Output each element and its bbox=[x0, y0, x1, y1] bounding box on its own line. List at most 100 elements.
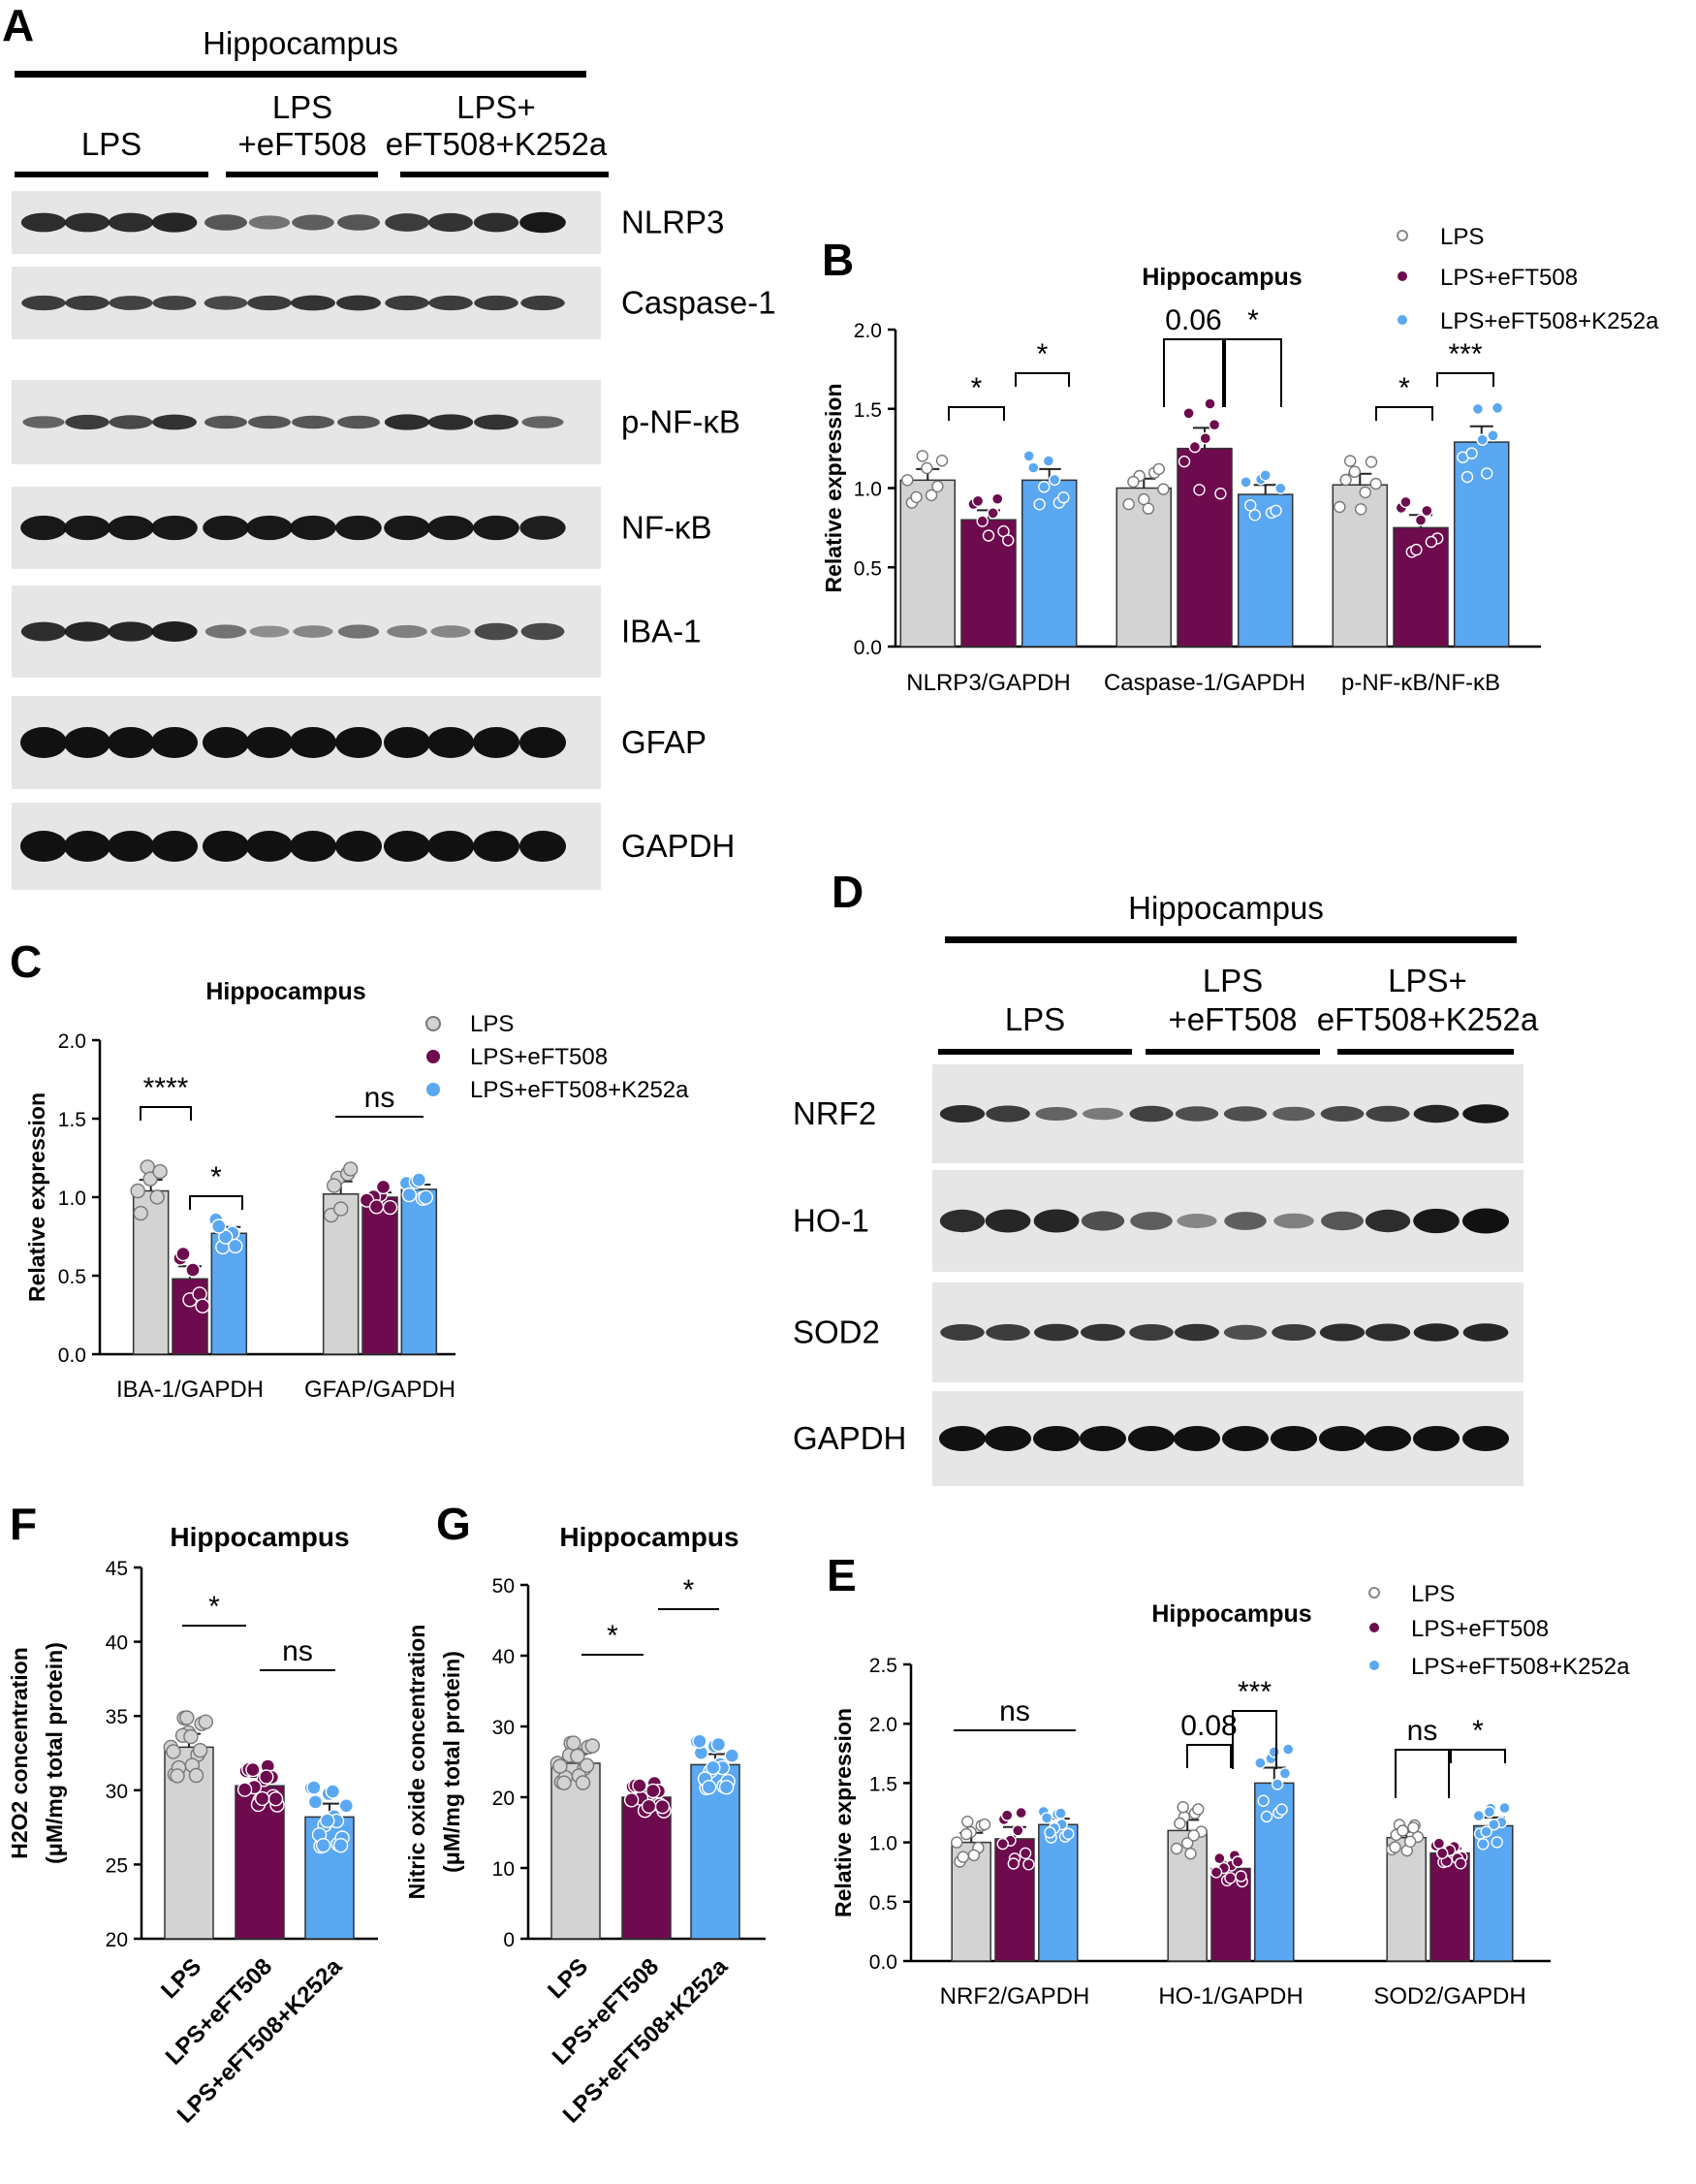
y-tick-label: 1.5 bbox=[58, 1109, 86, 1131]
blot-band bbox=[1413, 1208, 1460, 1234]
data-point bbox=[1177, 1800, 1189, 1814]
blot-band bbox=[20, 621, 67, 642]
bar bbox=[1393, 526, 1449, 648]
bar bbox=[621, 1796, 672, 1940]
blot-band bbox=[1223, 1106, 1268, 1122]
data-point bbox=[325, 1784, 341, 1799]
legend-label-k252a: LPS+eFT508+K252a bbox=[470, 1077, 689, 1103]
blot-band bbox=[1033, 1426, 1080, 1451]
blot-band bbox=[204, 624, 247, 639]
blot-band bbox=[1177, 1214, 1217, 1228]
panel-a-region-bar bbox=[15, 71, 586, 78]
y-tick-label: 0.5 bbox=[869, 1892, 897, 1915]
blot-band bbox=[64, 727, 110, 758]
data-point bbox=[152, 1163, 168, 1180]
x-category-label: NLRP3/GAPDH bbox=[906, 670, 1070, 696]
panel-a-group-lps: LPS bbox=[81, 126, 141, 162]
y-tick-label: 1.0 bbox=[854, 479, 882, 501]
blot-band bbox=[151, 515, 198, 541]
blot-band bbox=[384, 515, 430, 541]
data-point bbox=[1498, 1801, 1511, 1815]
blot-band bbox=[520, 295, 565, 311]
data-point bbox=[343, 1161, 359, 1177]
panel-a-group-bar bbox=[400, 172, 609, 177]
blot-band bbox=[203, 831, 249, 862]
significance-label: 0.08 bbox=[1180, 1710, 1237, 1742]
blot-band bbox=[939, 1426, 986, 1451]
legend-marker-eft508 bbox=[1398, 271, 1407, 281]
panel-d-group-lps: LPS bbox=[1005, 1001, 1065, 1037]
panel-a-region: Hippocampus bbox=[203, 25, 398, 61]
significance-bracket bbox=[189, 1195, 243, 1210]
blot-band bbox=[1224, 1212, 1267, 1230]
data-point bbox=[632, 1778, 647, 1793]
data-point bbox=[570, 1748, 585, 1764]
data-point bbox=[1180, 1837, 1194, 1850]
blot-band bbox=[427, 515, 474, 541]
legend-label-lps: LPS bbox=[470, 1011, 514, 1037]
bar bbox=[690, 1763, 740, 1940]
blot-band bbox=[1222, 1426, 1269, 1451]
panel-g: G Hippocampus 0 10 20 30 40 50 Nitric oxide co… bbox=[404, 1499, 766, 2129]
data-point bbox=[579, 1757, 595, 1773]
legend-marker-k252a bbox=[1398, 315, 1407, 325]
data-point bbox=[1274, 482, 1287, 494]
data-point bbox=[175, 1246, 191, 1262]
x-category-label: SOD2/GAPDH bbox=[1373, 1983, 1525, 2010]
panel-d-blots: NRF2 HO-1 SOD2 GAPDH bbox=[793, 1064, 1523, 1486]
blot-band bbox=[1366, 1105, 1410, 1123]
data-point bbox=[1224, 1872, 1237, 1884]
panel-g-title: Hippocampus bbox=[559, 1522, 738, 1552]
data-point bbox=[1038, 481, 1051, 493]
data-point bbox=[552, 1758, 568, 1774]
y-tick-label: 0.0 bbox=[869, 1951, 897, 1974]
data-point bbox=[556, 1775, 572, 1790]
data-point bbox=[245, 1761, 261, 1778]
panel-b: B Hippocampus LPS LPS+eFT508 LPS+eFT508+… bbox=[821, 224, 1659, 696]
data-point bbox=[1454, 1857, 1467, 1870]
significance-label: * bbox=[607, 1620, 618, 1652]
blot-label: NF-κB bbox=[621, 510, 712, 546]
data-point bbox=[987, 507, 999, 520]
data-point bbox=[961, 1815, 974, 1828]
blot-band bbox=[337, 415, 380, 429]
panel-a-blots: NLRP3 Caspase-1 p-NF-κB NF-κB IBA-1 GFAP GAPDH bbox=[12, 191, 776, 890]
data-point bbox=[1235, 1870, 1247, 1883]
blot-band bbox=[337, 214, 380, 231]
y-tick-label: 0.0 bbox=[58, 1345, 86, 1367]
data-point bbox=[1022, 450, 1035, 462]
data-point bbox=[1199, 432, 1212, 445]
panel-b-letter: B bbox=[822, 235, 854, 285]
x-category-label: Caspase-1/GAPDH bbox=[1104, 670, 1305, 696]
blot-band bbox=[335, 727, 382, 758]
blot-band bbox=[1319, 1323, 1366, 1342]
blot-band bbox=[151, 621, 198, 642]
data-point bbox=[218, 1229, 234, 1245]
data-point bbox=[1193, 484, 1206, 496]
blot-band bbox=[521, 416, 564, 428]
blot-band bbox=[1413, 1323, 1460, 1342]
data-point bbox=[1480, 467, 1493, 480]
data-point bbox=[1019, 1847, 1032, 1860]
legend-marker-lps bbox=[425, 1016, 441, 1031]
blot-band bbox=[203, 515, 249, 541]
blot-band bbox=[986, 1324, 1030, 1341]
x-category-label: LPS bbox=[156, 1953, 206, 2004]
blot-band bbox=[248, 415, 291, 429]
data-point bbox=[1480, 1825, 1492, 1838]
panel-a-group-k252a-line2: eFT508+K252a bbox=[386, 126, 608, 162]
data-point bbox=[327, 1178, 342, 1193]
data-point bbox=[375, 1179, 392, 1195]
data-point bbox=[1048, 473, 1061, 487]
data-point bbox=[411, 1172, 426, 1187]
blot-label: NLRP3 bbox=[621, 205, 724, 240]
legend-label-k252a: LPS+eFT508+K252a bbox=[1411, 1654, 1630, 1680]
data-point bbox=[1240, 476, 1252, 489]
data-point bbox=[1432, 1837, 1446, 1850]
significance-label: * bbox=[208, 1591, 220, 1623]
significance-label: ns bbox=[364, 1082, 395, 1114]
data-point bbox=[978, 1818, 991, 1831]
blot-band bbox=[1319, 1426, 1366, 1451]
blot-band bbox=[108, 212, 154, 233]
bar bbox=[361, 1196, 398, 1355]
